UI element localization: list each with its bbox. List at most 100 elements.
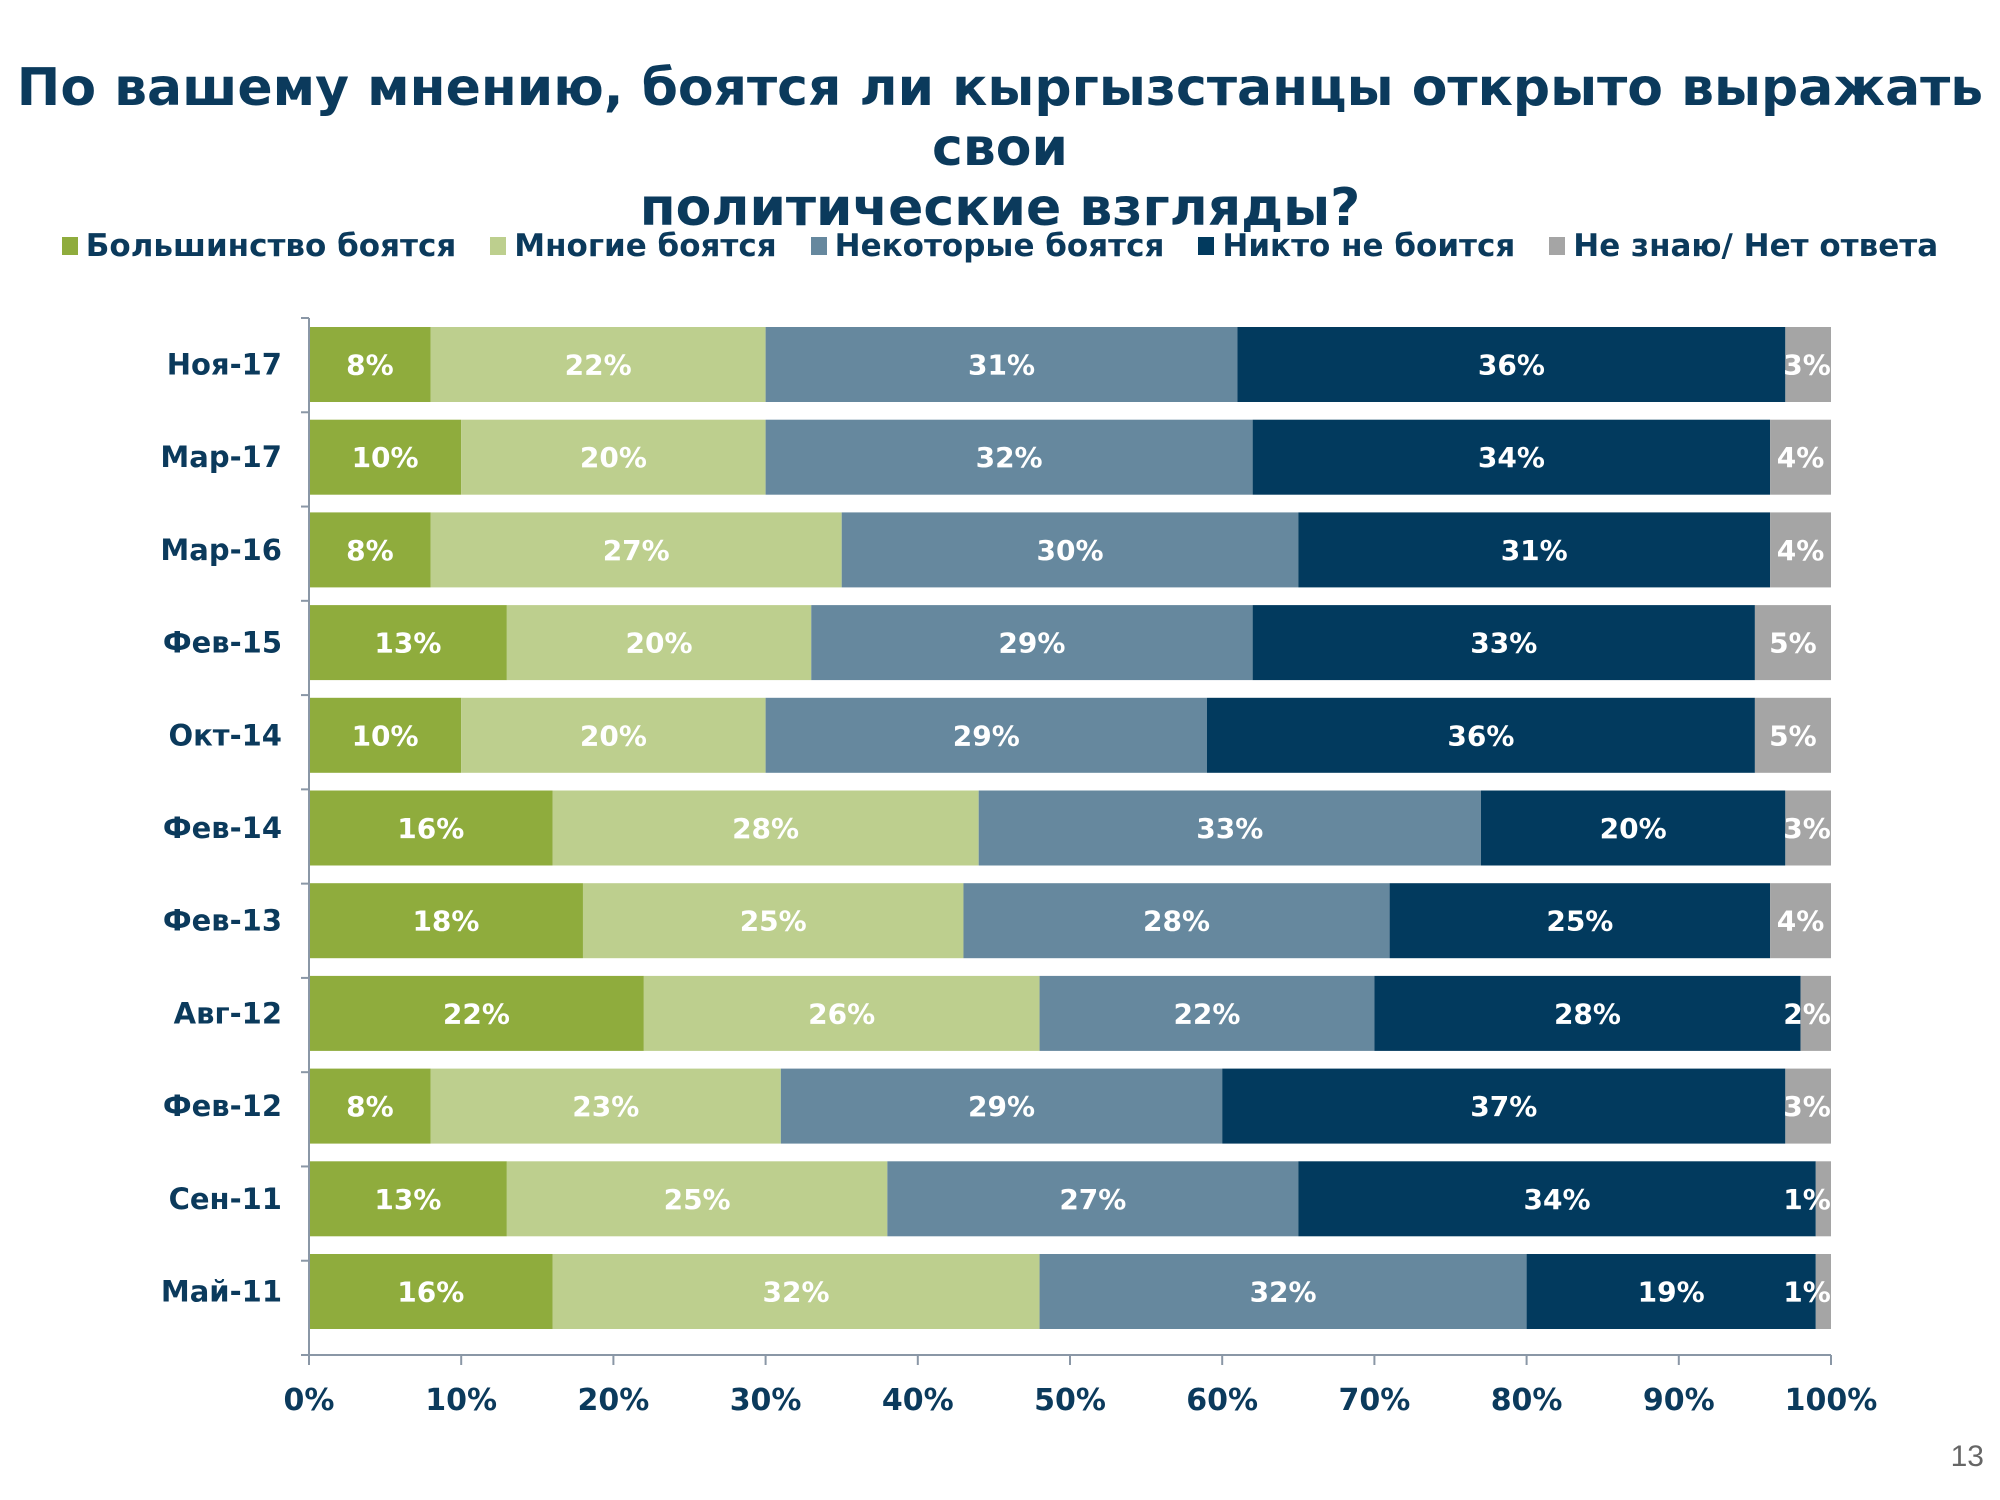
bar-segment [765,327,1238,402]
page-number: 13 [1950,1440,1984,1473]
data-label: 22% [565,349,632,382]
legend-label: Многие боятся [514,228,777,264]
x-tick-label: 100% [1785,1383,1878,1418]
category-label: Авг-12 [174,996,282,1030]
bar-segment [887,1161,1299,1237]
bar-segment [1785,327,1831,402]
legend-item-some-afraid: Некоторые боятся [810,228,1164,264]
bar-segment [309,327,431,402]
data-label: 25% [740,905,807,938]
bar-segment [1298,512,1771,588]
x-tick-label: 80% [1491,1383,1563,1418]
legend-item-nobody-afraid: Никто не боится [1198,228,1515,264]
bar-segment [1039,975,1375,1051]
data-label: 4% [1777,534,1825,567]
bar-segment [309,790,553,866]
data-label: 20% [1600,812,1667,845]
legend-label: Не знаю/ Нет ответа [1573,228,1939,264]
legend-swatch-some-afraid [810,237,827,255]
x-tick-label: 10% [425,1383,497,1418]
data-label: 3% [1783,1090,1831,1123]
bar-segment [552,790,979,866]
data-label: 5% [1769,719,1817,752]
category-label: Фев-13 [163,904,282,938]
data-label: 16% [397,1276,464,1309]
data-label: 2% [1783,997,1831,1030]
data-label: 8% [346,534,394,567]
category-label: Фев-14 [163,811,282,845]
data-label: 25% [1546,905,1613,938]
category-label: Мар-16 [160,533,282,567]
legend-swatch-many-afraid [490,237,507,255]
bar-segment [963,883,1390,959]
bar-segment [1206,697,1755,773]
bar-segment [1480,790,1786,866]
data-label: 32% [1250,1276,1317,1309]
bar-segment [1770,883,1831,959]
bar-segment [506,605,812,681]
bar-segment [309,697,462,773]
legend-label: Никто не боится [1222,228,1516,264]
data-label: 3% [1783,349,1831,382]
bar-segment [430,512,842,588]
data-label: 29% [953,719,1020,752]
bar-segment [309,1161,507,1237]
bar-segment [430,327,766,402]
category-label: Май-11 [161,1275,282,1309]
data-label: 29% [998,627,1065,660]
bar-segment [1754,605,1831,681]
data-label: 32% [976,441,1043,474]
data-label: 20% [626,627,693,660]
data-label: 10% [352,719,419,752]
bar-segment [506,1161,888,1237]
bar-segment [1222,1068,1786,1144]
data-label: 4% [1777,441,1825,474]
data-label: 22% [443,997,510,1030]
chart-title-line-2: политические взгляды? [639,178,1361,238]
chart-title-line-1: По вашему мнению, боятся ли кыргызстанцы… [16,58,1984,178]
x-tick-label: 50% [1034,1383,1106,1418]
bar-segment [1237,327,1786,402]
bar-segment [1754,697,1831,773]
bar-segment [430,1068,781,1144]
bar-segment [780,1068,1223,1144]
category-label: Ноя-17 [167,348,282,382]
bar-segment [1815,1161,1831,1237]
x-tick-label: 30% [730,1383,802,1418]
data-label: 29% [968,1090,1035,1123]
x-tick-label: 40% [882,1383,954,1418]
bar-segment [309,512,431,588]
x-tick-label: 70% [1338,1383,1410,1418]
data-label: 16% [397,812,464,845]
data-label: 27% [1059,1183,1126,1216]
bar-segment [309,1068,431,1144]
bar-segment [552,1254,1040,1329]
data-label: 31% [1501,534,1568,567]
legend-swatch-nobody-afraid [1198,237,1215,255]
legend-swatch-most-afraid [61,237,78,255]
data-label: 13% [374,1183,441,1216]
bar-segment [1785,1068,1831,1144]
data-label: 10% [352,441,419,474]
data-label: 36% [1478,349,1545,382]
data-label: 22% [1173,997,1240,1030]
category-label: Окт-14 [168,718,282,752]
bar-segment [1252,605,1755,681]
bar-segment [978,790,1481,866]
data-label: 33% [1470,627,1537,660]
data-label: 20% [580,719,647,752]
x-tick-label: 20% [577,1383,649,1418]
bar-segment [1526,1254,1816,1329]
category-label: Мар-17 [160,440,282,474]
bar-segment [1770,419,1831,495]
bar-segment [309,883,583,959]
bar-segment [461,419,766,495]
axes-group: Ноя-17 Мар-17 Мар-16 Фев-15 Окт-14 Фев-14 Фев-… [160,317,1878,1418]
data-label: 34% [1524,1183,1591,1216]
data-label: 3% [1783,812,1831,845]
data-label: 36% [1447,719,1514,752]
bar-segment [582,883,964,959]
category-label: Фев-12 [163,1089,282,1123]
bar-segment [309,605,507,681]
